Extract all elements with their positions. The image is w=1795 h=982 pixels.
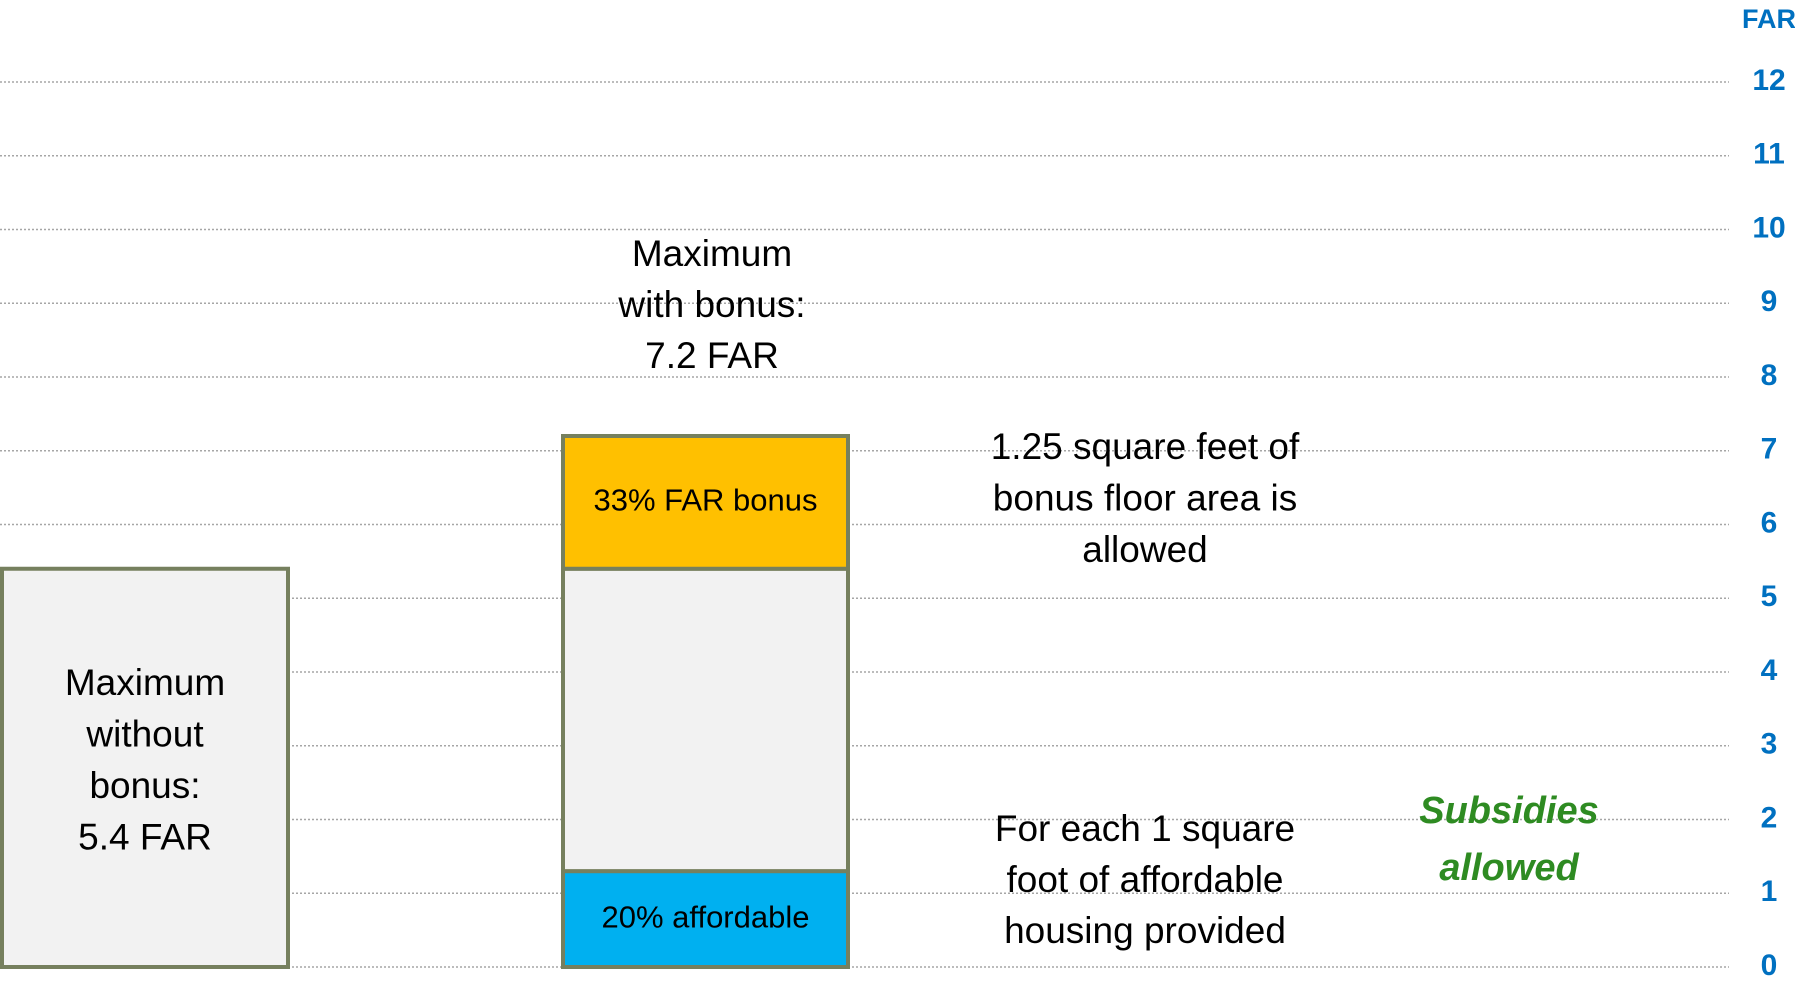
- annotation: Subsidies: [1419, 790, 1599, 832]
- y-tick-label: 8: [1761, 359, 1778, 392]
- y-tick-label: 3: [1761, 728, 1778, 761]
- bar-label: 7.2 FAR: [645, 335, 779, 376]
- y-tick-label: 11: [1753, 138, 1785, 171]
- y-tick-label: 10: [1752, 211, 1785, 244]
- annotation: allowed: [1082, 529, 1207, 570]
- bar-segment: [561, 869, 850, 969]
- bar-segment: [0, 566, 290, 969]
- annotation: 1.25 square feet of: [991, 426, 1300, 467]
- y-tick-label: 2: [1761, 801, 1778, 834]
- y-tick-label: 6: [1761, 506, 1778, 539]
- segment-label: 20% affordable: [602, 899, 810, 934]
- bar-label: Maximum: [65, 662, 225, 703]
- y-tick-label: 5: [1761, 580, 1778, 613]
- annotation: bonus floor area is: [993, 477, 1297, 518]
- bar-label: Maximum: [632, 233, 792, 274]
- annotation: allowed: [1439, 847, 1579, 889]
- annotation: foot of affordable: [1006, 859, 1283, 900]
- segment-label: 33% FAR bonus: [593, 483, 817, 518]
- axis-title: FAR: [1742, 4, 1795, 34]
- y-tick-label: 7: [1761, 433, 1778, 466]
- bar-segment: [561, 434, 850, 571]
- y-tick-label: 12: [1752, 64, 1785, 97]
- bar-label: with bonus:: [617, 284, 805, 325]
- bar-label: without: [85, 713, 204, 754]
- y-tick-label: 4: [1761, 654, 1778, 687]
- y-tick-label: 0: [1761, 949, 1778, 982]
- bar-label: bonus:: [89, 765, 200, 806]
- annotation: housing provided: [1004, 910, 1286, 951]
- y-tick-label: 9: [1761, 285, 1778, 318]
- y-tick-label: 1: [1761, 875, 1778, 908]
- bar-label: 5.4 FAR: [78, 816, 212, 857]
- bar-segment: [561, 566, 850, 874]
- annotation: For each 1 square: [995, 808, 1295, 849]
